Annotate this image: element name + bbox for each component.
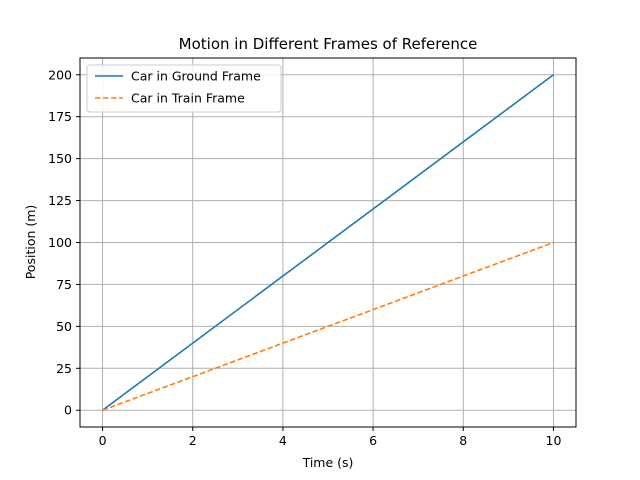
legend-label-1: Car in Train Frame: [131, 91, 245, 106]
y-tick-label: 200: [48, 67, 72, 82]
x-tick-label: 10: [546, 433, 562, 448]
chart-title: Motion in Different Frames of Reference: [179, 35, 478, 53]
y-axis-ticks: 0 25 50 75 100 125 150 175 200: [48, 67, 80, 418]
x-axis-ticks: 0 2 4 6 8 10: [99, 427, 562, 448]
legend-label-0: Car in Ground Frame: [131, 69, 261, 84]
y-tick-label: 150: [48, 151, 72, 166]
y-tick-label: 175: [48, 109, 72, 124]
legend: Car in Ground Frame Car in Train Frame: [86, 64, 282, 113]
y-tick-label: 125: [48, 193, 72, 208]
legend-box: [86, 64, 282, 113]
x-tick-label: 6: [369, 433, 377, 448]
x-tick-label: 2: [189, 433, 197, 448]
y-tick-label: 50: [56, 319, 72, 334]
data-series: [102, 74, 554, 411]
y-tick-label: 0: [64, 403, 72, 418]
x-tick-label: 8: [459, 433, 467, 448]
series-line-0: [102, 74, 554, 411]
x-tick-label: 4: [279, 433, 287, 448]
series-line-1: [102, 241, 554, 411]
x-tick-label: 0: [99, 433, 107, 448]
y-tick-label: 25: [56, 361, 72, 376]
y-tick-label: 75: [56, 277, 72, 292]
y-axis-label: Position (m): [23, 205, 38, 280]
y-tick-label: 100: [48, 235, 72, 250]
x-axis-label: Time (s): [302, 455, 354, 470]
